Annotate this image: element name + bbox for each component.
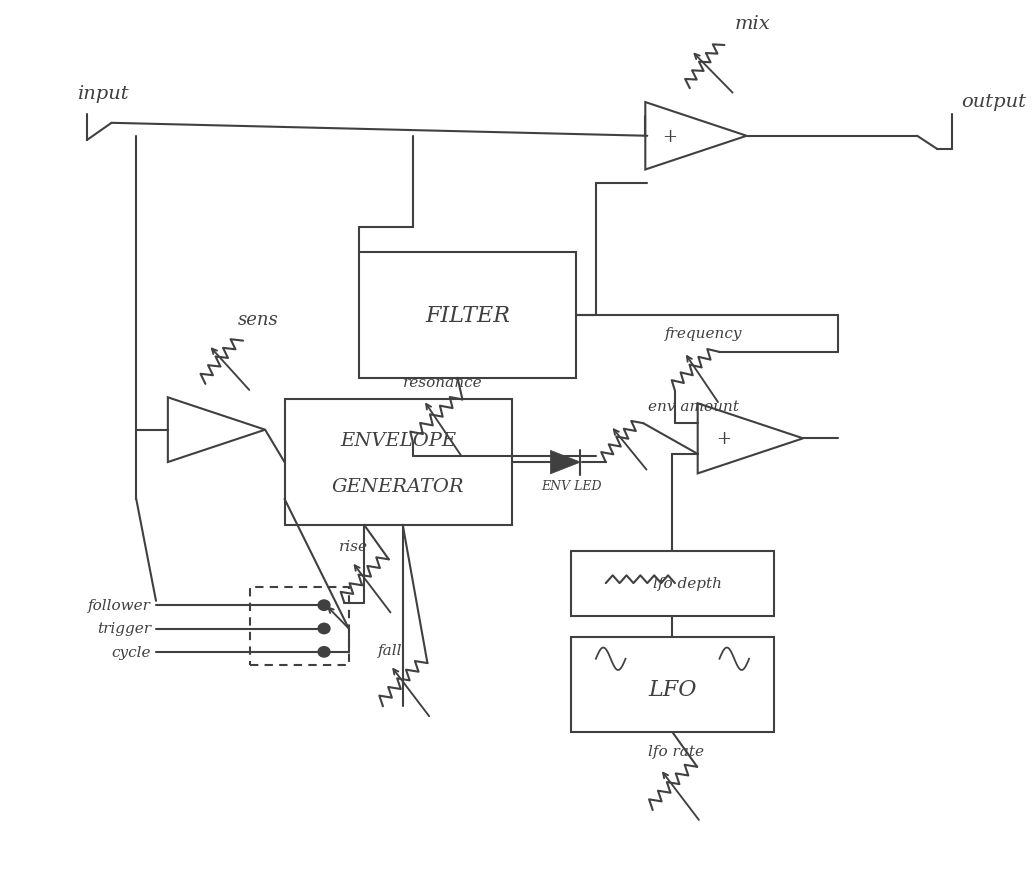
Text: +: + — [716, 430, 731, 448]
Text: ENV LED: ENV LED — [541, 480, 601, 493]
Text: sens: sens — [238, 311, 278, 328]
Bar — [571, 637, 774, 733]
Text: trigger: trigger — [97, 622, 151, 636]
Text: env amount: env amount — [648, 400, 739, 414]
Text: ENVELOPE: ENVELOPE — [341, 432, 456, 450]
Circle shape — [318, 647, 330, 657]
Text: input: input — [77, 84, 128, 103]
Bar — [285, 400, 512, 525]
Text: resonance: resonance — [403, 375, 482, 389]
Text: follower: follower — [88, 599, 151, 613]
Bar — [571, 551, 774, 616]
Text: lfo rate: lfo rate — [648, 745, 704, 759]
Circle shape — [318, 624, 330, 634]
Polygon shape — [551, 451, 581, 474]
Text: +: + — [662, 128, 678, 146]
Text: frequency: frequency — [666, 327, 742, 341]
Text: LFO: LFO — [648, 678, 697, 700]
Text: GENERATOR: GENERATOR — [332, 478, 465, 495]
Text: FILTER: FILTER — [425, 305, 510, 327]
Text: mix: mix — [734, 16, 770, 33]
Text: output: output — [962, 93, 1027, 111]
Bar — [249, 587, 349, 665]
Text: rise: rise — [339, 540, 368, 554]
Circle shape — [318, 600, 330, 611]
Text: fall: fall — [378, 643, 403, 657]
Text: cycle: cycle — [112, 645, 151, 659]
Bar — [359, 253, 576, 378]
Text: lfo depth: lfo depth — [653, 576, 721, 590]
